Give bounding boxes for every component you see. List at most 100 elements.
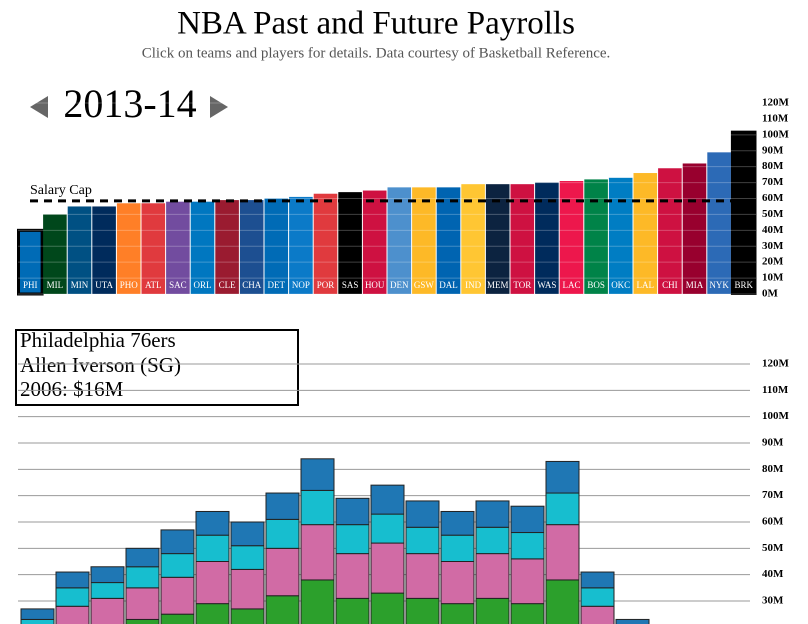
player-segment[interactable] — [90, 582, 125, 599]
player-segment[interactable] — [475, 597, 510, 624]
player-segment[interactable] — [510, 505, 545, 534]
player-segment[interactable] — [405, 597, 440, 624]
player-segment[interactable] — [55, 587, 90, 607]
player-segment[interactable] — [230, 545, 265, 570]
player-segment[interactable] — [125, 547, 160, 568]
team-bar[interactable] — [264, 198, 289, 295]
player-segment[interactable] — [300, 579, 335, 624]
player-segment[interactable] — [545, 492, 580, 526]
team-bar[interactable] — [485, 184, 510, 294]
team-bar[interactable] — [707, 152, 731, 294]
team-bar[interactable] — [116, 203, 141, 294]
y-tick-label: 10M — [762, 272, 784, 284]
player-segment[interactable] — [475, 526, 510, 555]
team-bar[interactable] — [633, 173, 658, 294]
player-segment[interactable] — [510, 603, 545, 624]
player-segment[interactable] — [300, 489, 335, 526]
player-segment[interactable] — [335, 553, 370, 599]
player-segment[interactable] — [545, 460, 580, 494]
player-segment[interactable] — [405, 553, 440, 599]
team-bar[interactable] — [338, 192, 362, 294]
player-segment[interactable] — [300, 524, 335, 581]
team-bar[interactable] — [166, 201, 190, 294]
team-bar[interactable] — [584, 179, 608, 294]
player-segment[interactable] — [510, 532, 545, 560]
player-segment[interactable] — [335, 497, 370, 526]
player-segment[interactable] — [475, 500, 510, 528]
team-bar[interactable] — [510, 184, 535, 294]
player-segment[interactable] — [370, 592, 405, 624]
player-segment[interactable] — [510, 558, 545, 605]
team-bar[interactable] — [239, 200, 264, 294]
player-segment[interactable] — [20, 608, 55, 620]
player-segment[interactable] — [20, 618, 55, 624]
team-bar[interactable] — [608, 177, 633, 294]
player-segment[interactable] — [265, 518, 300, 549]
team-label: DAL — [439, 280, 458, 290]
player-segment[interactable] — [90, 597, 125, 624]
player-segment[interactable] — [160, 529, 195, 555]
y-tick-label: 30M — [762, 595, 784, 607]
team-bar[interactable] — [67, 206, 92, 294]
player-segment[interactable] — [195, 561, 230, 605]
player-segment[interactable] — [440, 534, 475, 563]
team-bar[interactable] — [387, 187, 412, 294]
team-bar[interactable] — [190, 201, 215, 294]
player-segment[interactable] — [265, 492, 300, 520]
player-segment[interactable] — [580, 605, 615, 624]
player-segment[interactable] — [230, 568, 265, 610]
player-segment[interactable] — [370, 542, 405, 594]
player-segment[interactable] — [580, 587, 615, 607]
player-segment[interactable] — [475, 553, 510, 599]
player-segment[interactable] — [405, 526, 440, 555]
player-segment[interactable] — [125, 566, 160, 589]
player-segment[interactable] — [195, 510, 230, 536]
player-segment[interactable] — [300, 458, 335, 491]
player-segment[interactable] — [160, 613, 195, 624]
team-bar[interactable] — [92, 206, 116, 294]
player-segment[interactable] — [125, 618, 160, 624]
player-segment[interactable] — [160, 553, 195, 578]
team-bar[interactable] — [461, 184, 485, 294]
team-bar[interactable] — [43, 214, 67, 294]
next-season-button[interactable] — [210, 96, 228, 118]
player-segment[interactable] — [230, 521, 265, 547]
y-tick-label: 80M — [762, 463, 784, 475]
player-segment[interactable] — [440, 561, 475, 605]
player-segment[interactable] — [405, 500, 440, 528]
team-bar[interactable] — [535, 182, 559, 294]
player-segment[interactable] — [125, 587, 160, 620]
team-bar[interactable] — [436, 187, 461, 294]
team-bar[interactable] — [682, 163, 707, 294]
player-segment[interactable] — [545, 524, 580, 581]
player-segment[interactable] — [545, 579, 580, 624]
player-segment[interactable] — [55, 605, 90, 624]
player-segment[interactable] — [370, 513, 405, 544]
team-bar[interactable] — [559, 180, 584, 294]
player-segment[interactable] — [440, 603, 475, 624]
player-segment[interactable] — [90, 566, 125, 584]
team-bar[interactable] — [730, 130, 757, 295]
player-segment[interactable] — [195, 534, 230, 563]
player-segment[interactable] — [580, 571, 615, 589]
player-segment[interactable] — [265, 547, 300, 597]
player-segment[interactable] — [230, 608, 265, 624]
team-bar[interactable] — [313, 193, 338, 294]
player-segment[interactable] — [55, 571, 90, 589]
player-segment[interactable] — [335, 524, 370, 555]
player-segment[interactable] — [265, 595, 300, 624]
player-segment[interactable] — [615, 618, 650, 624]
team-bar[interactable] — [362, 190, 387, 294]
player-segment[interactable] — [160, 576, 195, 615]
team-bar[interactable] — [17, 228, 44, 296]
player-segment[interactable] — [195, 603, 230, 624]
team-bar[interactable] — [141, 203, 166, 294]
team-bar[interactable] — [412, 187, 436, 294]
team-bar[interactable] — [215, 200, 239, 294]
team-bar[interactable] — [289, 196, 313, 294]
player-segment[interactable] — [440, 510, 475, 536]
team-bar[interactable] — [658, 168, 682, 294]
prev-season-button[interactable] — [30, 96, 48, 118]
player-segment[interactable] — [370, 484, 405, 515]
player-segment[interactable] — [335, 597, 370, 624]
